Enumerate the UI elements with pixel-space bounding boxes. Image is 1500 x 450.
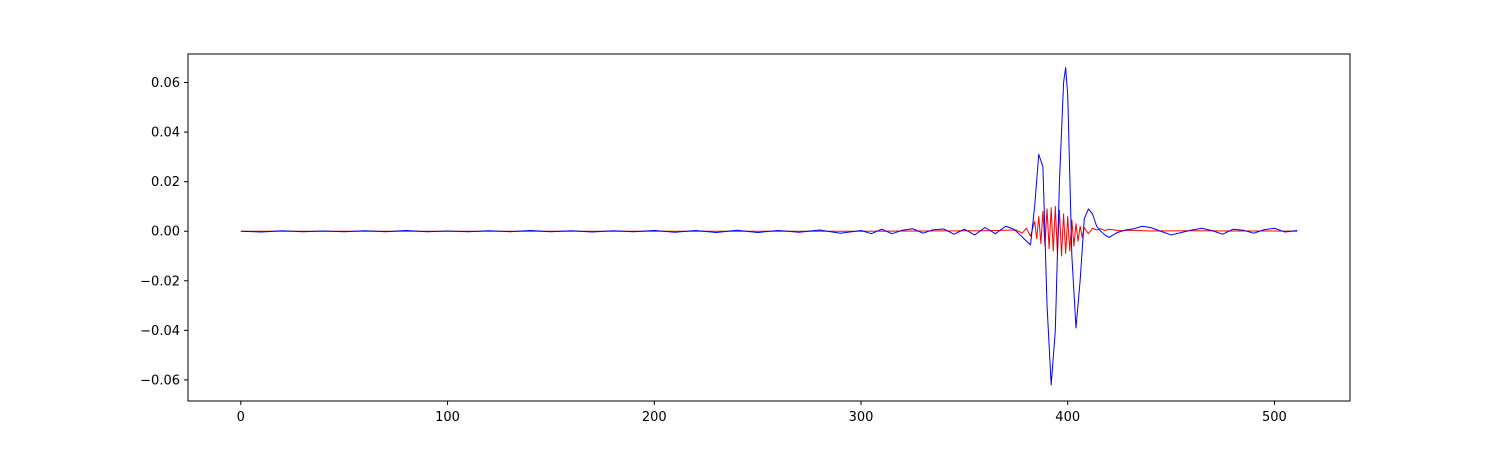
y-tick-label: 0.00 — [151, 225, 180, 240]
x-tick-label: 100 — [435, 410, 460, 425]
y-tick-label: 0.04 — [151, 126, 180, 141]
x-tick-label: 0 — [237, 410, 245, 425]
series-layer — [240, 67, 1298, 386]
y-tick-label: 0.06 — [151, 76, 180, 91]
x-tick-label: 300 — [849, 410, 874, 425]
y-tick-label: 0.02 — [151, 175, 180, 190]
y-tick-label: −0.06 — [140, 373, 180, 388]
series-line-1 — [240, 205, 1298, 257]
x-tick-label: 500 — [1262, 410, 1287, 425]
x-axis: 0 100 200 300 400 500 — [237, 401, 1287, 425]
series-line-2 — [240, 67, 1298, 386]
x-tick-label: 400 — [1055, 410, 1080, 425]
x-tick-label: 200 — [642, 410, 667, 425]
y-tick-label: −0.02 — [140, 274, 180, 289]
plot-area — [188, 54, 1350, 401]
y-tick-label: −0.04 — [140, 324, 180, 339]
y-axis: −0.06 −0.04 −0.02 0.00 0.02 0.04 0.06 — [140, 76, 188, 388]
axes-frame — [187, 53, 1351, 402]
